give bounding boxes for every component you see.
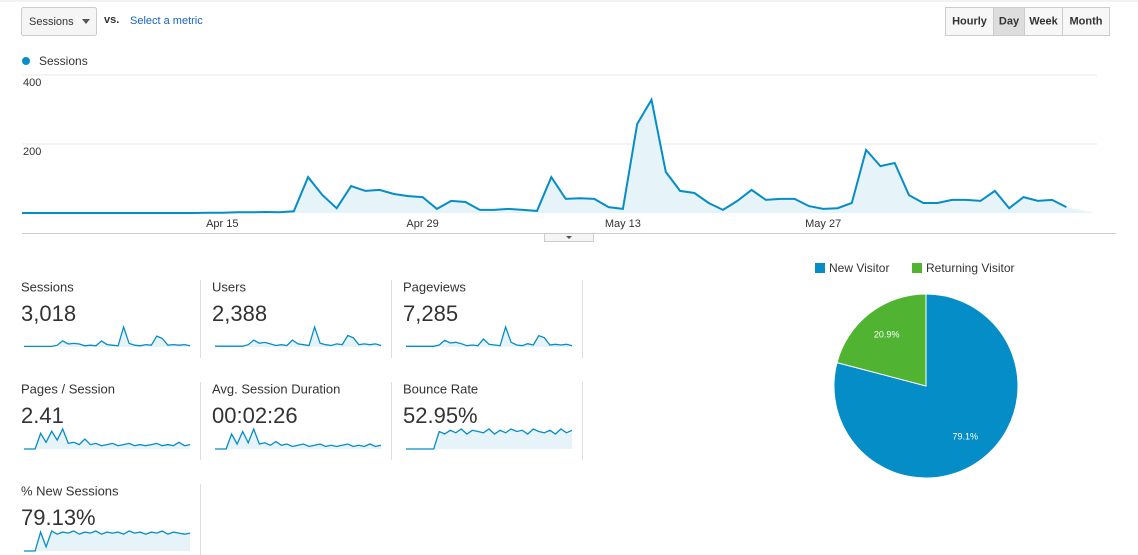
x-tick-label: May 27 [805,218,841,230]
x-tick-label: Apr 15 [206,218,238,230]
period-button[interactable] [1062,7,1110,36]
metric-dropdown-label: Sessions [29,16,74,28]
period-button-label: Hourly [952,15,988,27]
legend-swatch [815,263,825,273]
legend-swatch [912,263,922,273]
metric-value: 7,285 [403,301,458,326]
metric-value: 00:02:26 [212,403,298,428]
sparkline [215,324,382,347]
legend-label: Returning Visitor [926,261,1015,275]
sparkline-area [24,429,190,449]
vs-label: vs. [104,14,119,26]
legend-marker [22,57,30,65]
sparkline [24,530,191,552]
legend-label: New Visitor [829,261,889,275]
period-button-label: Day [999,15,1020,27]
metric-label: Users [212,279,246,294]
sparkline-area [24,531,190,551]
period-button-label: Month [1070,15,1103,27]
sparkline [406,428,573,450]
y-tick-label: 400 [23,77,41,89]
metric-label: Pages / Session [21,381,115,396]
line-area [22,99,1095,213]
metric-value: 79.13% [21,505,96,530]
metric-value: 2.41 [21,403,64,428]
period-button[interactable] [1024,7,1063,36]
pie-slice [833,293,1019,479]
x-tick-label: May 13 [605,218,641,230]
metric-label: Avg. Session Duration [212,381,340,396]
metric-value: 52.95% [403,403,478,428]
pie-label: 20.9% [874,329,900,339]
period-button-label: Week [1029,15,1058,27]
metric-label: % New Sessions [21,483,119,498]
sparkline [215,427,382,450]
metric-label: Pageviews [403,279,466,294]
pie-slice [836,293,927,387]
metric-label: Bounce Rate [403,381,478,396]
pie-label: 79.1% [953,431,979,441]
x-tick-label: Apr 29 [406,218,438,230]
y-tick-label: 200 [23,146,41,158]
metric-value: 2,388 [212,301,267,326]
sparkline-area [215,429,381,449]
sparkline-area [406,429,572,449]
toggle-arrow [566,236,572,239]
sparkline [406,324,573,347]
select-metric-link[interactable]: Select a metric [130,15,203,27]
line [22,97,1067,214]
metric-value: 3,018 [21,301,76,326]
legend-label: Sessions [39,54,88,68]
sparkline [24,324,191,348]
metric-label: Sessions [21,279,74,294]
dropdown-arrow [82,19,90,24]
sparkline [24,427,191,450]
metric-dropdown[interactable] [21,7,97,36]
period-button[interactable] [945,7,994,36]
